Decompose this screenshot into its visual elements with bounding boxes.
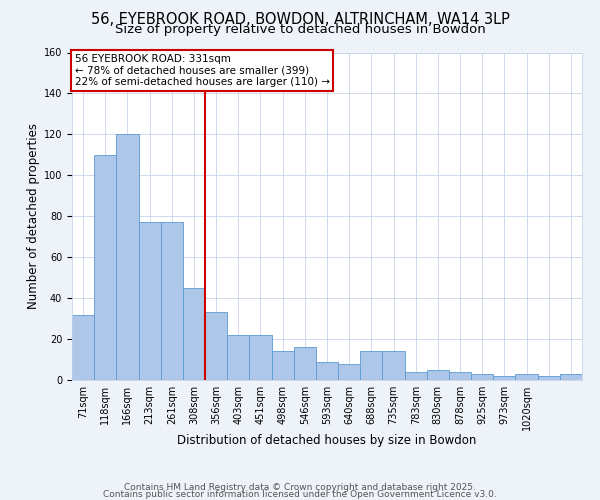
Bar: [316, 362, 338, 380]
Bar: [139, 222, 161, 380]
Bar: [560, 374, 582, 380]
Bar: [183, 288, 205, 380]
Bar: [404, 372, 427, 380]
Bar: [493, 376, 515, 380]
Bar: [360, 352, 382, 380]
Bar: [294, 347, 316, 380]
Text: Contains public sector information licensed under the Open Government Licence v3: Contains public sector information licen…: [103, 490, 497, 499]
X-axis label: Distribution of detached houses by size in Bowdon: Distribution of detached houses by size …: [178, 434, 476, 448]
Bar: [382, 352, 404, 380]
Bar: [94, 155, 116, 380]
Text: Size of property relative to detached houses in Bowdon: Size of property relative to detached ho…: [115, 22, 485, 36]
Bar: [161, 222, 183, 380]
Bar: [427, 370, 449, 380]
Text: 56 EYEBROOK ROAD: 331sqm
← 78% of detached houses are smaller (399)
22% of semi-: 56 EYEBROOK ROAD: 331sqm ← 78% of detach…: [74, 54, 329, 88]
Text: Contains HM Land Registry data © Crown copyright and database right 2025.: Contains HM Land Registry data © Crown c…: [124, 484, 476, 492]
Text: 56, EYEBROOK ROAD, BOWDON, ALTRINCHAM, WA14 3LP: 56, EYEBROOK ROAD, BOWDON, ALTRINCHAM, W…: [91, 12, 509, 28]
Bar: [449, 372, 471, 380]
Bar: [471, 374, 493, 380]
Bar: [272, 352, 294, 380]
Bar: [205, 312, 227, 380]
Bar: [250, 335, 272, 380]
Bar: [515, 374, 538, 380]
Bar: [338, 364, 360, 380]
Y-axis label: Number of detached properties: Number of detached properties: [26, 123, 40, 309]
Bar: [72, 314, 94, 380]
Bar: [538, 376, 560, 380]
Bar: [116, 134, 139, 380]
Bar: [227, 335, 250, 380]
